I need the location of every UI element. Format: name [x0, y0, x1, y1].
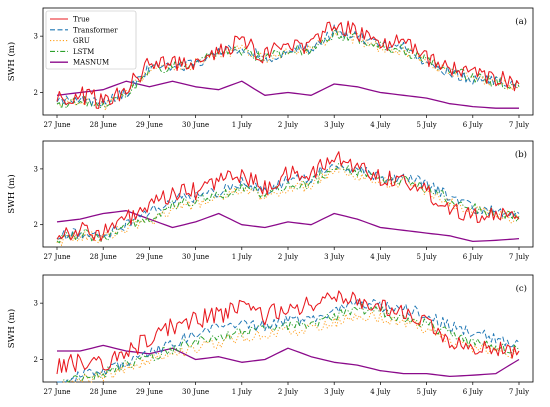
- x-tick-label: 5 July: [417, 121, 437, 129]
- panel-tag: (c): [516, 283, 527, 294]
- series-line-lstm: [56, 162, 520, 244]
- x-tick-label: 5 July: [417, 253, 437, 261]
- y-axis-label: SWH (m): [6, 309, 17, 348]
- legend-label-masnum: MASNUM: [73, 59, 109, 67]
- legend-label-gru: GRU: [73, 37, 90, 45]
- x-tick-label: 6 July: [463, 388, 483, 396]
- plot-frame: [42, 140, 534, 248]
- x-tick-label: 29 June: [136, 121, 163, 129]
- x-tick-label: 1 July: [232, 388, 252, 396]
- series-line-gru: [57, 311, 520, 383]
- x-tick-label: 1 July: [232, 253, 252, 261]
- x-tick-label: 7 July: [509, 388, 529, 396]
- x-tick-label: 30 June: [182, 121, 209, 129]
- panel-tag: (a): [515, 16, 527, 27]
- series-line-true: [56, 151, 520, 242]
- legend-box: [45, 10, 137, 70]
- panel-2: 2 3 27 June 28 June 29 June 30 June 1 July 2 Ju…: [6, 140, 534, 261]
- y-tick-label: 2: [34, 89, 38, 97]
- panel-3: 2 3 27 June 28 June 29 June 30 June 1 July 2 Ju…: [6, 274, 534, 396]
- x-tick-label: 28 June: [90, 388, 117, 396]
- y-tick-label: 3: [34, 33, 38, 41]
- x-tick-label: 3 July: [324, 388, 344, 396]
- panel-1: 2 3 27 June 28 June 29 June 30 June 1 July 2 Ju…: [6, 7, 534, 129]
- series-line-masnum: [56, 80, 519, 109]
- series-line-transformer: [56, 24, 520, 107]
- x-tick-label: 6 July: [463, 121, 483, 129]
- y-axis-label: SWH (m): [6, 174, 17, 213]
- x-tick-label: 28 June: [90, 121, 117, 129]
- x-tick-label: 4 July: [370, 388, 390, 396]
- series-line-transformer: [57, 164, 520, 240]
- x-tick-label: 2 July: [278, 388, 298, 396]
- x-tick-label: 27 June: [43, 121, 70, 129]
- x-tick-label: 7 July: [509, 253, 529, 261]
- series-line-lstm: [56, 29, 520, 109]
- x-tick-label: 5 July: [417, 388, 437, 396]
- series-line-masnum: [57, 344, 520, 378]
- x-tick-label: 29 June: [136, 253, 163, 261]
- panel-tag: (b): [515, 149, 527, 160]
- x-tick-label: 4 July: [370, 121, 390, 129]
- legend-label-lstm: LSTM: [73, 48, 94, 56]
- y-axis-label: SWH (m): [6, 42, 17, 81]
- x-tick-label: 29 June: [136, 388, 163, 396]
- x-tick-label: 27 June: [43, 388, 70, 396]
- x-tick-label: 28 June: [90, 253, 117, 261]
- series-line-true: [56, 290, 520, 375]
- x-tick-label: 1 July: [232, 121, 252, 129]
- x-tick-label: 3 July: [324, 253, 344, 261]
- series-line-gru: [56, 27, 520, 111]
- x-tick-label: 4 July: [370, 253, 390, 261]
- legend-label-true: True: [73, 16, 90, 24]
- legend-label-transformer: Transformer: [73, 26, 118, 34]
- x-tick-label: 7 July: [509, 121, 529, 129]
- x-tick-label: 2 July: [278, 121, 298, 129]
- series-line-true: [56, 20, 520, 109]
- x-tick-label: 3 July: [324, 121, 344, 129]
- x-tick-label: 27 June: [43, 253, 70, 261]
- y-tick-label: 2: [34, 356, 38, 364]
- series-line-lstm: [57, 303, 520, 383]
- x-tick-label: 2 July: [278, 253, 298, 261]
- x-tick-label: 30 June: [182, 388, 209, 396]
- y-tick-label: 3: [34, 165, 38, 173]
- y-tick-label: 3: [34, 300, 38, 308]
- y-tick-label: 2: [34, 221, 38, 229]
- series-line-gru: [56, 165, 520, 246]
- x-tick-label: 30 June: [182, 253, 209, 261]
- x-tick-label: 6 July: [463, 253, 483, 261]
